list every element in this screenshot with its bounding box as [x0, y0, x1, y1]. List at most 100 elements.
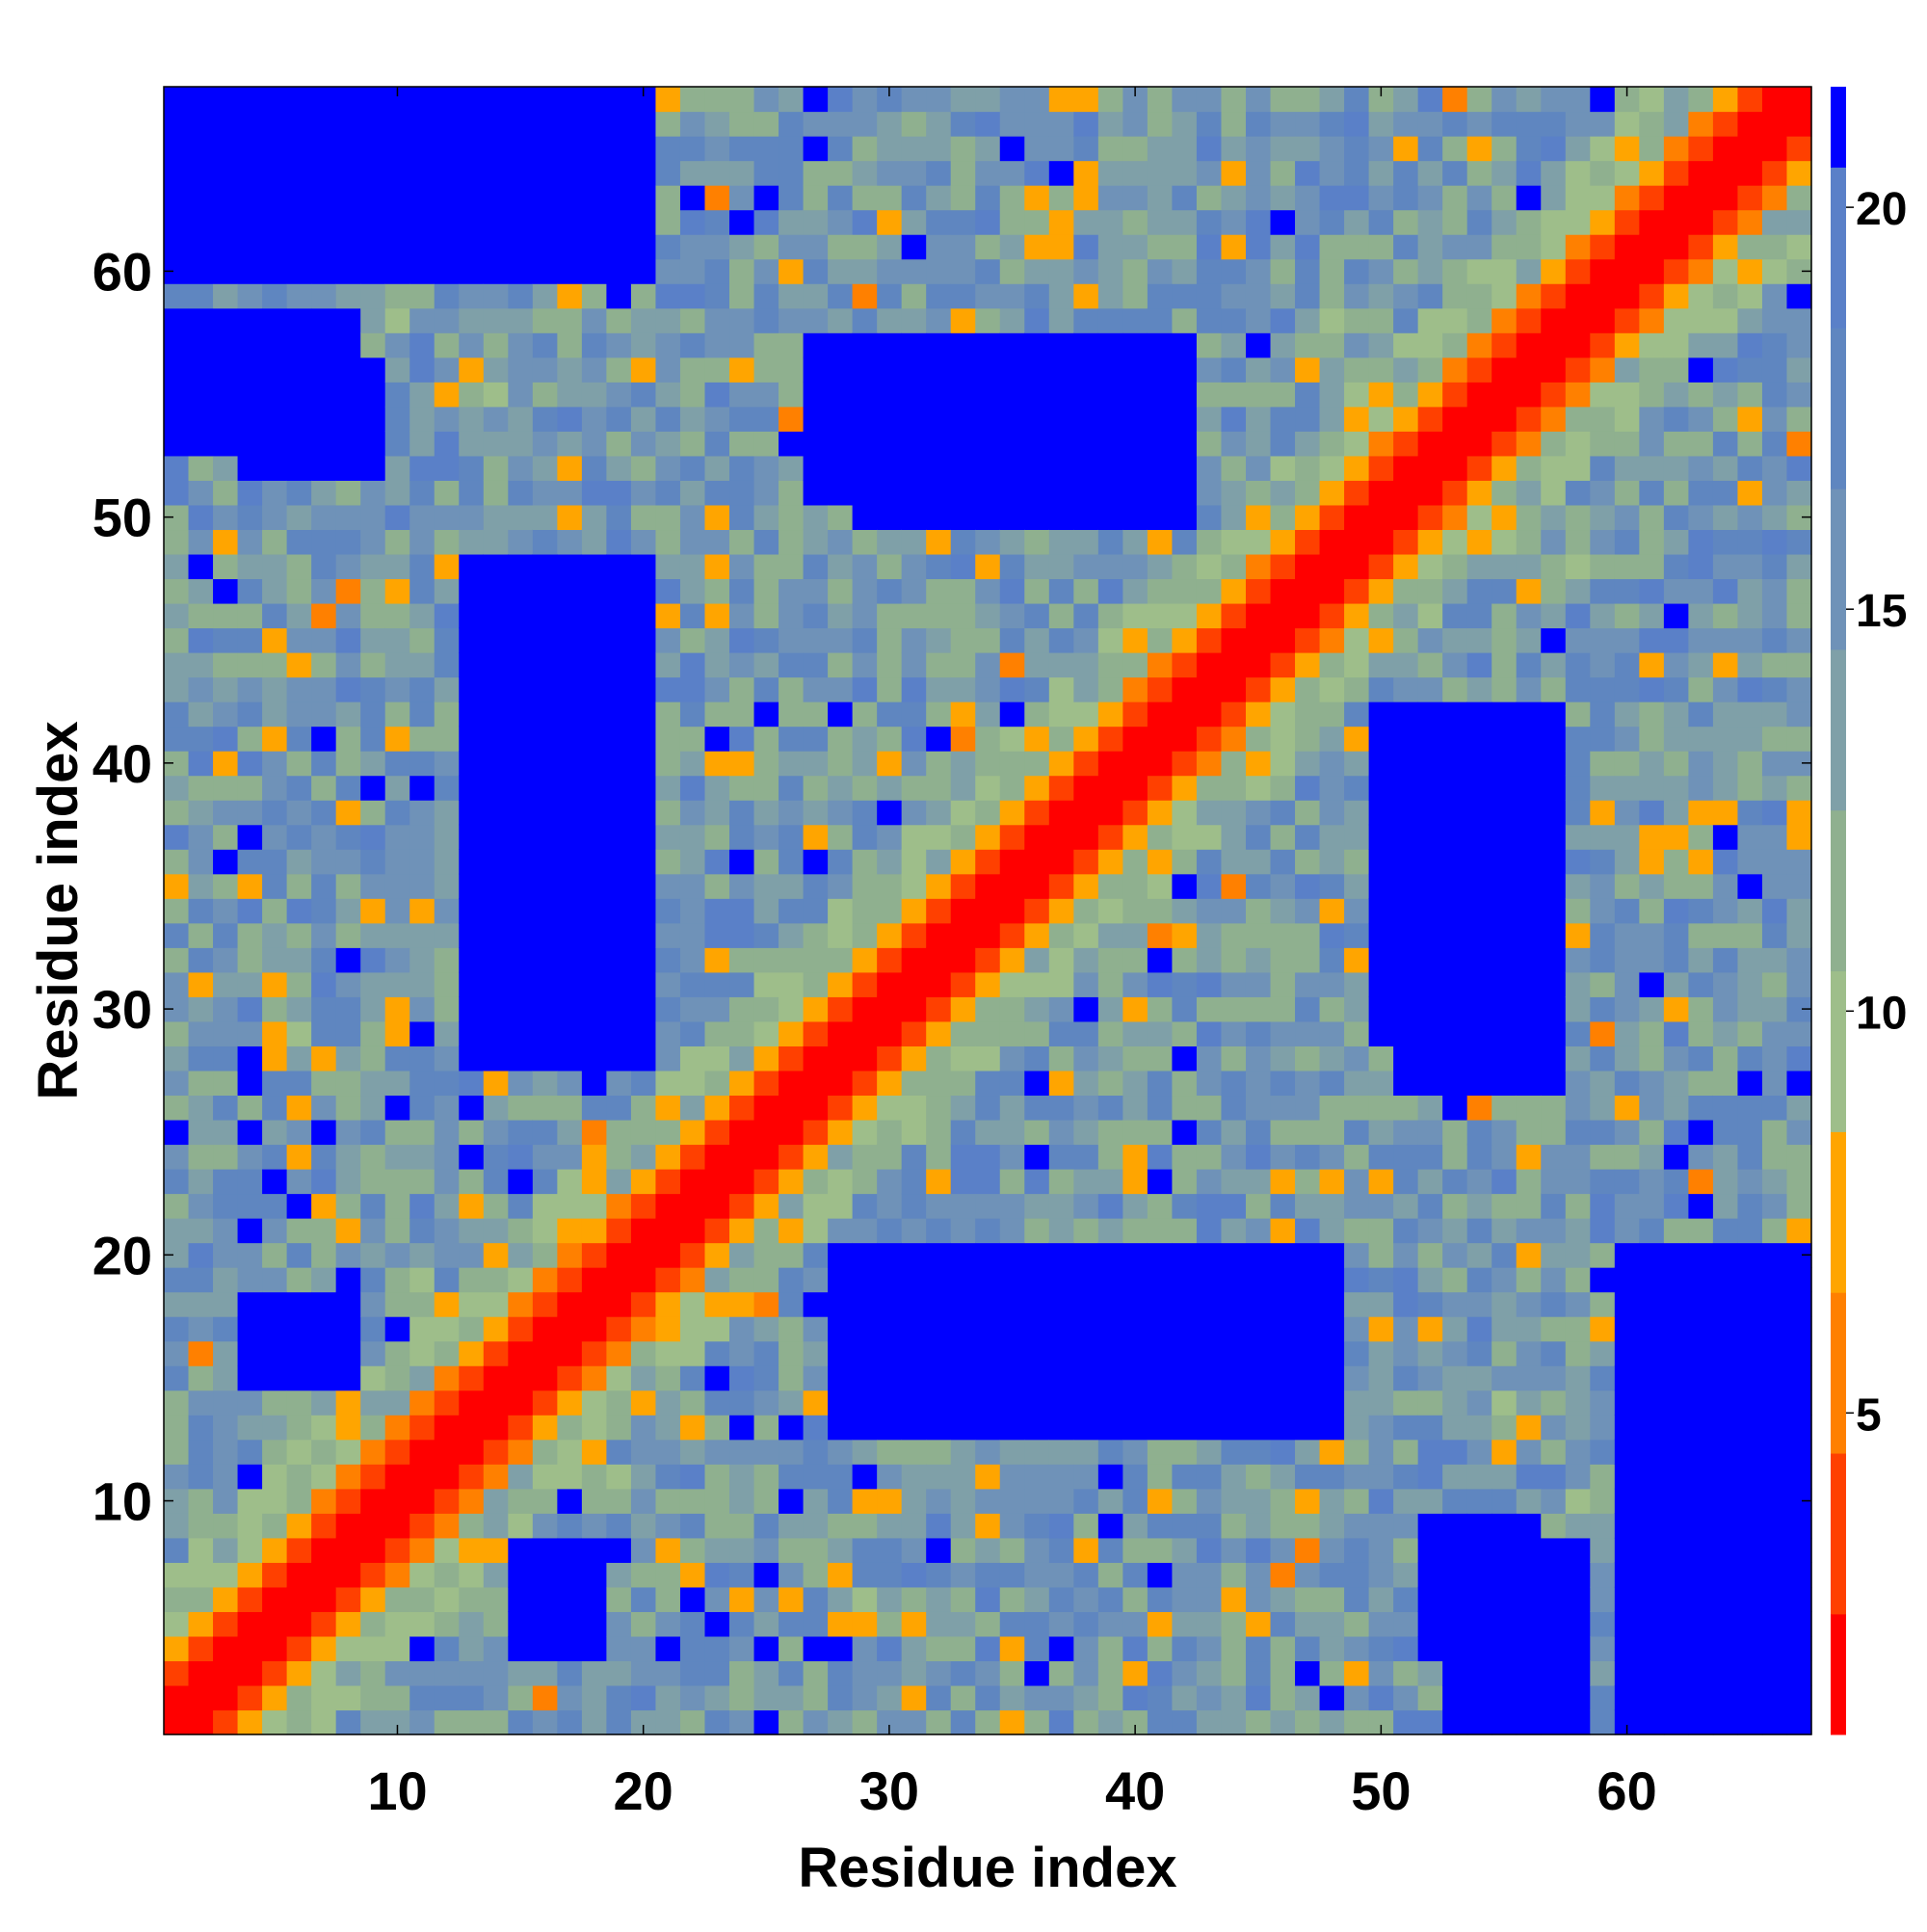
heatmap-cell [557, 553, 583, 580]
heatmap-cell [1097, 1340, 1123, 1366]
heatmap-cell [1073, 1095, 1099, 1121]
heatmap-cell [926, 676, 952, 702]
heatmap-cell [901, 1709, 927, 1735]
heatmap-cell [1565, 849, 1591, 875]
heatmap-cell [459, 160, 485, 186]
heatmap-cell [1417, 111, 1443, 137]
heatmap-cell [975, 1635, 1001, 1662]
heatmap-cell [188, 1168, 214, 1195]
heatmap-cell [803, 1119, 829, 1146]
heatmap-cell [901, 160, 927, 186]
heatmap-cell [1122, 1340, 1148, 1366]
heatmap-cell [360, 1168, 386, 1195]
heatmap-cell [262, 529, 288, 555]
heatmap-cell [1147, 209, 1174, 235]
heatmap-cell [704, 1562, 730, 1588]
heatmap-cell [704, 922, 730, 948]
heatmap-cell [926, 1660, 952, 1686]
heatmap-cell [237, 1242, 263, 1268]
heatmap-cell [1639, 1488, 1665, 1514]
heatmap-cell [1221, 947, 1247, 973]
heatmap-cell [1245, 578, 1272, 604]
heatmap-cell [655, 578, 681, 604]
heatmap-cell [1097, 1660, 1123, 1686]
heatmap-cell [606, 431, 632, 457]
heatmap-cell [1541, 1586, 1567, 1612]
heatmap-cell [1786, 922, 1812, 948]
heatmap-cell [630, 824, 657, 850]
heatmap-cell [1541, 357, 1567, 383]
heatmap-cell [1048, 111, 1074, 137]
heatmap-cell [1541, 1660, 1567, 1686]
heatmap-cell [1688, 1340, 1714, 1366]
heatmap-cell [704, 1168, 730, 1195]
heatmap-cell [1737, 1415, 1763, 1441]
heatmap-cell [901, 307, 927, 333]
heatmap-cell [409, 357, 436, 383]
heatmap-cell [1590, 160, 1616, 186]
heatmap-cell [286, 357, 312, 383]
heatmap-cell [434, 1537, 460, 1563]
heatmap-cell [557, 775, 583, 801]
heatmap-cell [1344, 1684, 1370, 1711]
heatmap-cell [679, 1709, 706, 1735]
heatmap-cell [311, 1340, 337, 1366]
heatmap-cell [335, 1316, 361, 1342]
heatmap-cell [360, 775, 386, 801]
heatmap-cell [1466, 307, 1492, 333]
heatmap-cell [999, 751, 1025, 777]
heatmap-cell [1663, 1316, 1689, 1342]
heatmap-cell [1270, 1488, 1296, 1514]
heatmap-cell [926, 1513, 952, 1539]
heatmap-cell [1590, 136, 1616, 162]
heatmap-cell [237, 1119, 263, 1146]
colorbar-segment [1831, 167, 1846, 329]
heatmap-cell [753, 1684, 779, 1711]
heatmap-cell [311, 578, 337, 604]
heatmap-cell [1590, 1709, 1616, 1735]
heatmap-cell [999, 480, 1025, 506]
heatmap-cell [779, 1291, 805, 1317]
heatmap-cell [360, 652, 386, 678]
heatmap-cell [1541, 1144, 1567, 1170]
heatmap-cell [901, 602, 927, 629]
heatmap-cell [1639, 701, 1665, 728]
heatmap-cell [1172, 676, 1198, 702]
heatmap-cell [1663, 1291, 1689, 1317]
heatmap-cell [1319, 800, 1345, 826]
heatmap-cell [1147, 824, 1174, 850]
heatmap-cell [557, 234, 583, 260]
heatmap-cell [1442, 1095, 1468, 1121]
heatmap-cell [877, 1020, 903, 1046]
heatmap-cell [1417, 1316, 1443, 1342]
heatmap-cell [1368, 1635, 1394, 1662]
heatmap-cell [360, 751, 386, 777]
heatmap-cell [335, 1537, 361, 1563]
heatmap-cell [1393, 1684, 1419, 1711]
heatmap-cell [1417, 307, 1443, 333]
heatmap-cell [852, 185, 878, 211]
heatmap-cell [1663, 1242, 1689, 1268]
heatmap-cell [753, 652, 779, 678]
heatmap-cell [606, 1537, 632, 1563]
heatmap-cell [1541, 1562, 1567, 1588]
heatmap-cell [434, 652, 460, 678]
heatmap-cell [262, 898, 288, 924]
heatmap-cell [1565, 258, 1591, 284]
heatmap-cell [1122, 185, 1148, 211]
heatmap-cell [1565, 431, 1591, 457]
heatmap-cell [1590, 1415, 1616, 1441]
heatmap-cell [459, 676, 485, 702]
heatmap-cell [1295, 1291, 1321, 1317]
heatmap-cell [1639, 1537, 1665, 1563]
heatmap-cell [409, 1095, 436, 1121]
heatmap-cell [1786, 824, 1812, 850]
heatmap-cell [1270, 1562, 1296, 1588]
heatmap-cell [1097, 234, 1123, 260]
heatmap-cell [213, 1242, 239, 1268]
heatmap-cell [311, 947, 337, 973]
heatmap-cell [1466, 1267, 1492, 1293]
heatmap-cell [335, 1709, 361, 1735]
heatmap-cell [950, 1684, 976, 1711]
heatmap-cell [335, 307, 361, 333]
